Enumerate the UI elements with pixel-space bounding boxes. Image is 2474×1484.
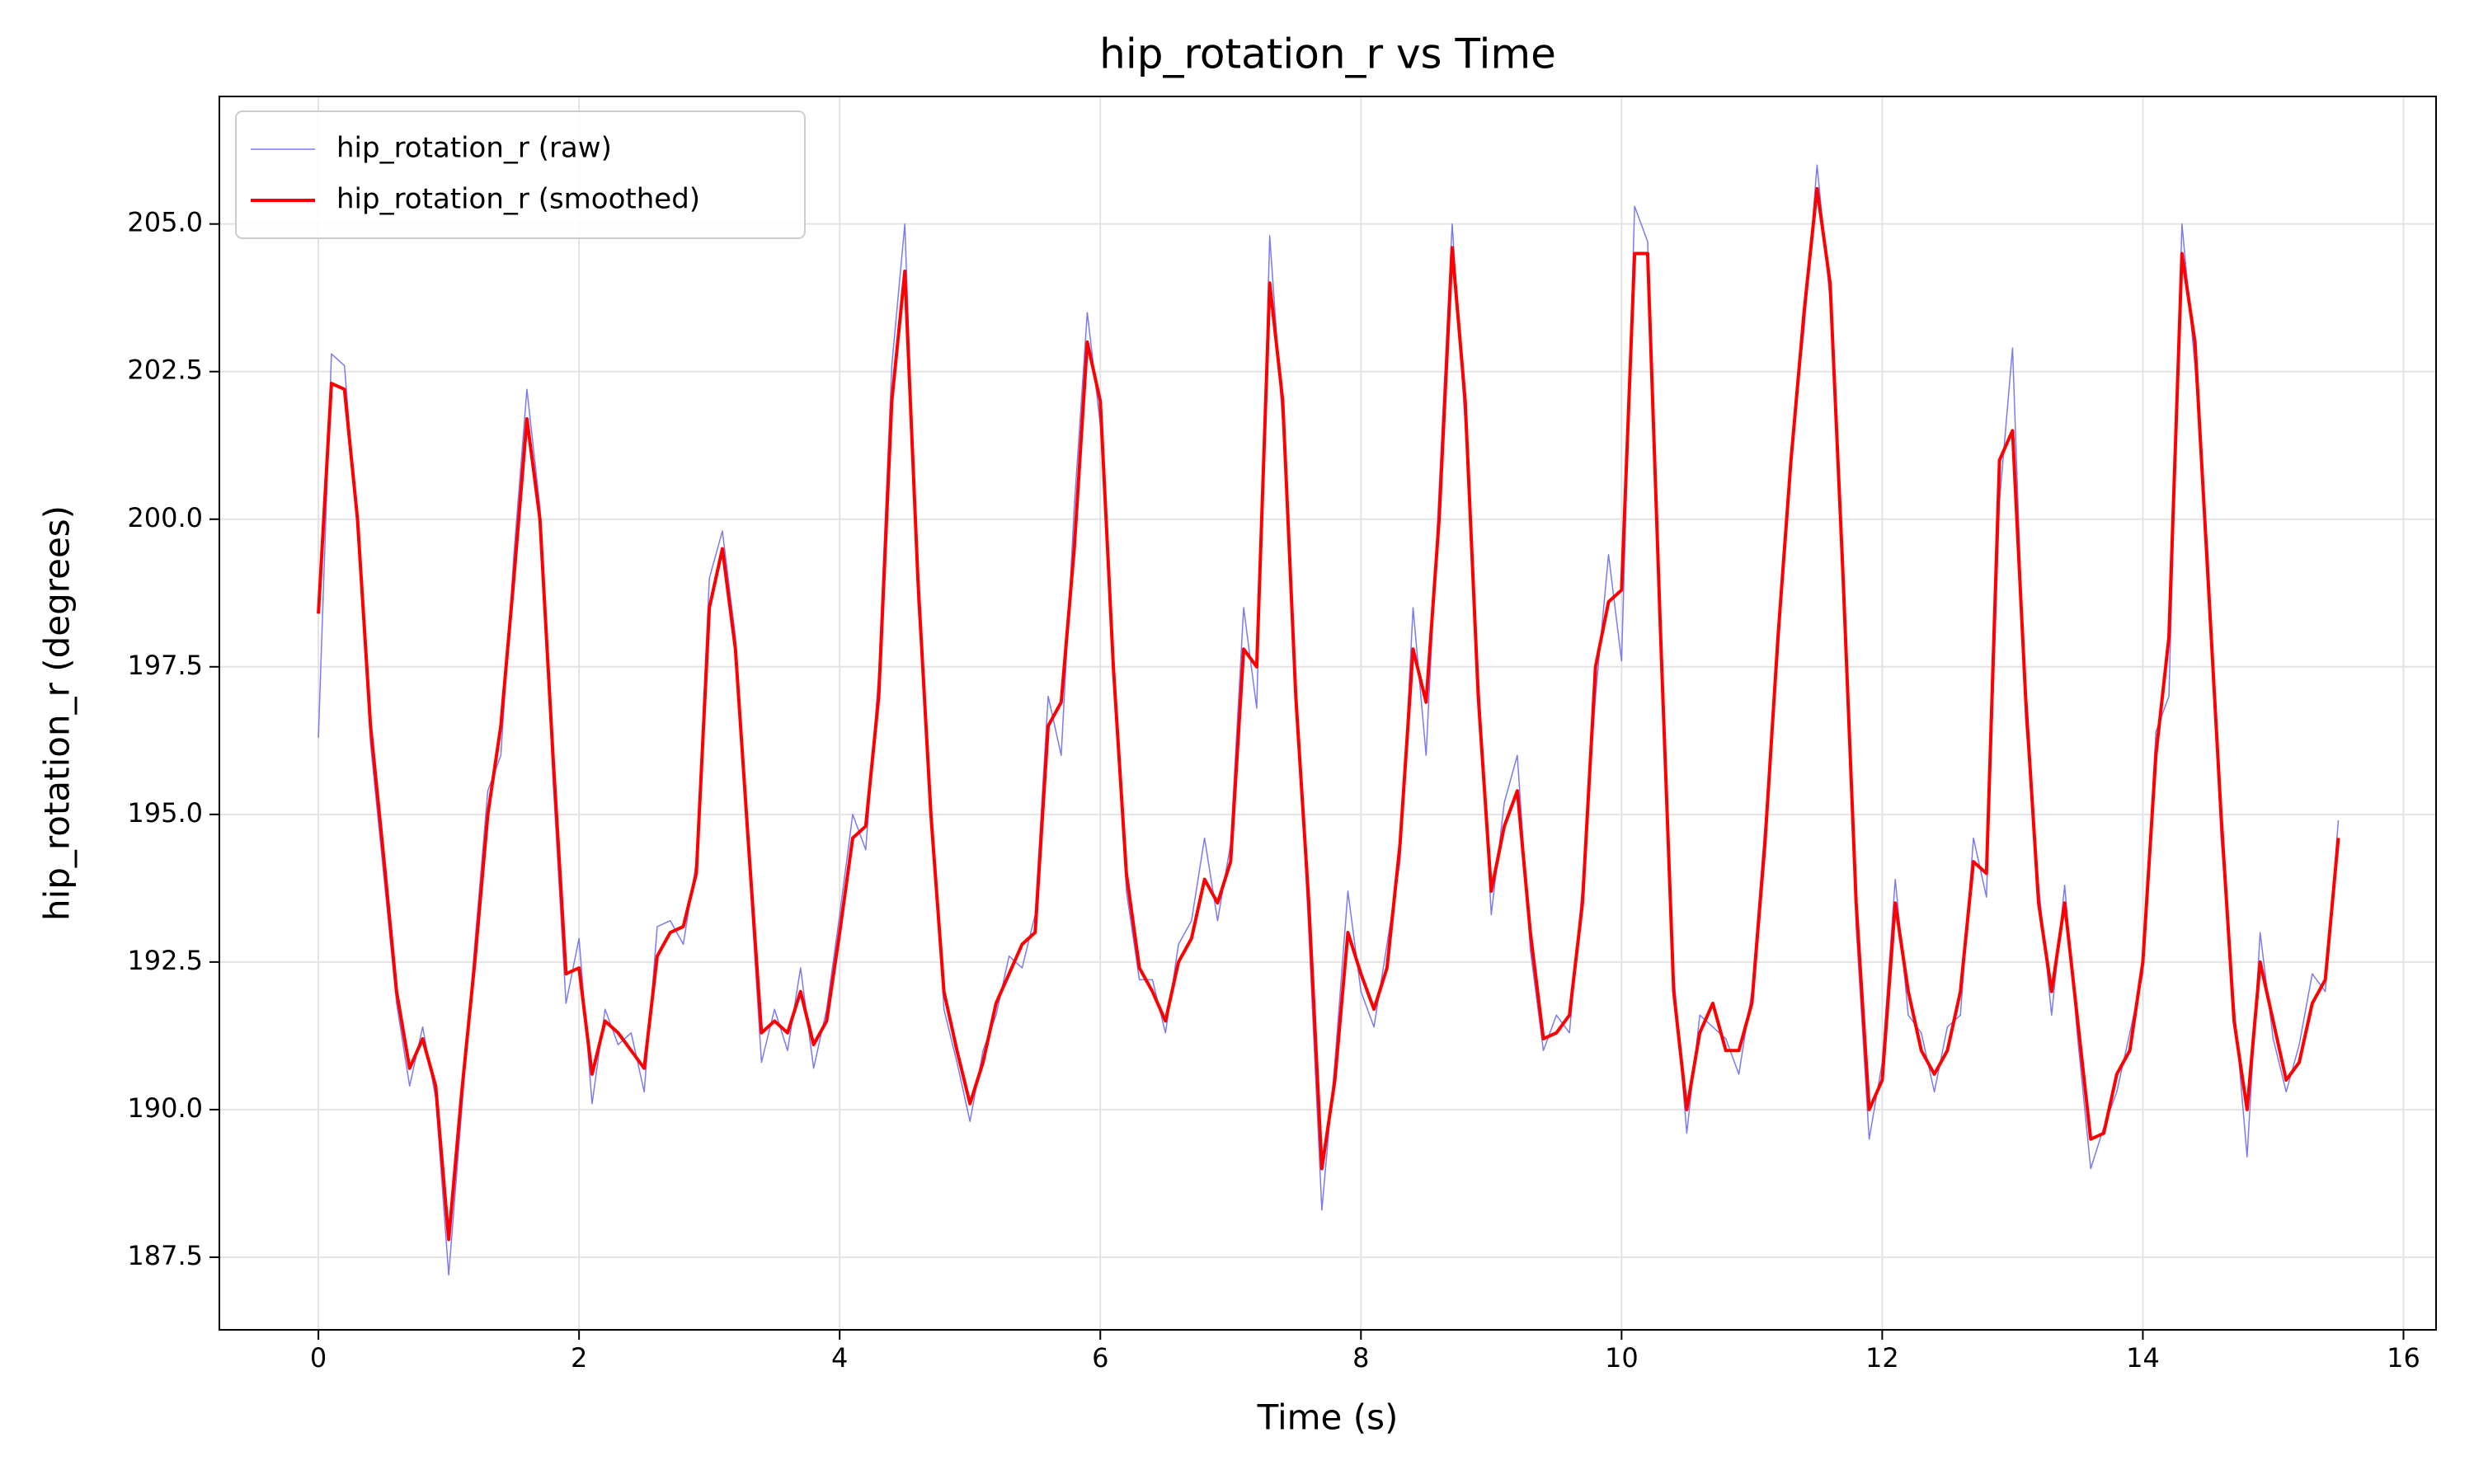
x-tick-label: 14 <box>2126 1342 2160 1374</box>
chart-title: hip_rotation_r vs Time <box>1099 31 1556 78</box>
axes-frame <box>219 96 2437 1331</box>
y-tick-label: 195.0 <box>127 797 203 829</box>
plot-area <box>317 164 2340 1276</box>
legend-label: hip_rotation_r (raw) <box>336 132 612 165</box>
x-tick-label: 4 <box>831 1342 848 1374</box>
legend-box <box>235 110 806 239</box>
legend: hip_rotation_r (raw) hip_rotation_r (smoo… <box>235 110 806 239</box>
y-tick-label: 200.0 <box>127 502 203 533</box>
x-tick-label: 16 <box>2387 1342 2420 1374</box>
x-axis-label: Time (s) <box>1257 1397 1399 1438</box>
legend-label: hip_rotation_r (smoothed) <box>336 183 700 216</box>
y-axis-label: hip_rotation_r (degrees) <box>37 505 78 921</box>
y-tick-label: 190.0 <box>127 1092 203 1124</box>
series-line <box>317 164 2340 1276</box>
x-tick-label: 2 <box>571 1342 587 1374</box>
y-tick-label: 205.0 <box>127 207 203 238</box>
x-tick-label: 6 <box>1092 1342 1108 1374</box>
y-tick-label: 192.5 <box>127 945 203 976</box>
y-tick-label: 197.5 <box>127 650 203 681</box>
y-tick-label: 202.5 <box>127 355 203 386</box>
x-tick-label: 10 <box>1605 1342 1639 1374</box>
x-tick-label: 8 <box>1352 1342 1369 1374</box>
x-tick-label: 0 <box>310 1342 327 1374</box>
series-line <box>317 186 2340 1242</box>
y-tick-label: 187.5 <box>127 1240 203 1271</box>
x-tick-label: 12 <box>1865 1342 1899 1374</box>
grid <box>219 96 2436 1330</box>
